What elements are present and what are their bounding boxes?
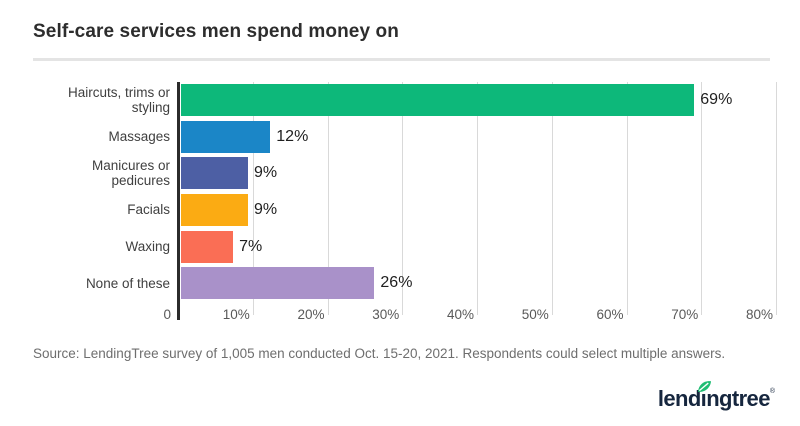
category-label: Waxing	[125, 238, 170, 254]
bar-row: None of these 26%	[33, 265, 791, 302]
source-note: Source: LendingTree survey of 1,005 men …	[33, 346, 726, 361]
x-gridline	[776, 82, 778, 315]
leaf-icon	[697, 381, 711, 392]
bar-chart: Haircuts, trims or styling 69% Massages 12%…	[33, 80, 791, 330]
x-gridline	[551, 82, 553, 315]
bar-rows: Haircuts, trims or styling 69% Massages 12%…	[33, 80, 791, 302]
x-tick-label: 10%	[222, 307, 250, 322]
x-tick-label: 70%	[671, 307, 699, 322]
bar-value-label: 9%	[253, 164, 278, 182]
logo-text-suffix: ngtree	[706, 386, 770, 411]
category-label: Haircuts, trims or styling	[67, 84, 170, 116]
category-label: Manicures or pedicures	[91, 157, 170, 189]
x-tick-label: 0	[163, 307, 171, 322]
bar-value-label: 69%	[700, 91, 733, 109]
bar	[181, 194, 248, 227]
bar-track: 9%	[178, 194, 791, 227]
logo-text-prefix: lend	[657, 386, 701, 411]
x-gridline	[402, 82, 404, 315]
x-gridline	[252, 82, 254, 315]
bar	[181, 84, 695, 117]
bar-value-label: 7%	[239, 237, 263, 255]
registered-mark: ®	[769, 388, 775, 395]
x-gridline	[701, 82, 703, 315]
category-label: Massages	[108, 129, 170, 145]
bar-value-label: 12%	[276, 127, 309, 145]
category-label: None of these	[85, 275, 170, 291]
x-tick-label: 40%	[446, 307, 475, 322]
bar-row: Facials 9%	[33, 192, 791, 229]
chart-title: Self-care services men spend money on	[33, 21, 399, 42]
logo-dotless-i: ı	[700, 386, 707, 411]
bar-track: 9%	[178, 157, 791, 190]
bar-track: 7%	[178, 230, 791, 263]
x-tick-label: 20%	[297, 307, 325, 322]
bar-track: 69%	[178, 84, 791, 117]
bar-value-label: 26%	[380, 274, 413, 292]
y-axis-line	[177, 82, 180, 320]
grid-layer	[177, 82, 791, 320]
bar	[181, 120, 271, 153]
bar-row: Haircuts, trims or styling 69%	[33, 82, 791, 119]
x-tick-label: 80%	[746, 307, 774, 322]
bar-track: 26%	[178, 267, 791, 300]
x-gridline	[626, 82, 628, 315]
bar-row: Waxing 7%	[33, 228, 791, 265]
x-axis: 0 10% 20% 30% 40% 50% 60% 70% 80%	[163, 305, 791, 325]
x-gridline	[477, 82, 479, 315]
bar	[181, 267, 375, 300]
x-gridline	[327, 82, 329, 315]
category-label: Facials	[127, 202, 170, 218]
bar-row: Massages 12%	[33, 119, 791, 156]
bar-row: Manicures or pedicures 9%	[33, 155, 791, 192]
bar	[181, 157, 248, 190]
x-tick-label: 60%	[596, 307, 624, 322]
bar-value-label: 9%	[253, 201, 278, 219]
x-tick-label: 50%	[521, 307, 549, 322]
bar-track: 12%	[178, 120, 791, 153]
x-tick-label: 30%	[372, 307, 400, 322]
bar	[181, 230, 234, 263]
lendingtree-logo: lendıngtree®	[657, 381, 775, 411]
title-divider	[33, 58, 770, 61]
